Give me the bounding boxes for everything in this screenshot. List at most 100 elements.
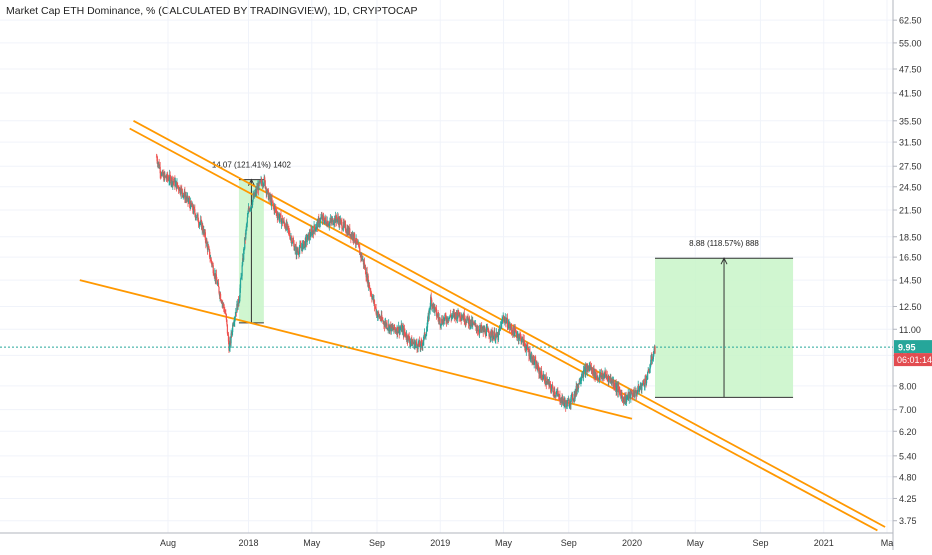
candle-body xyxy=(551,385,554,389)
candle-body xyxy=(204,232,206,240)
candle-body xyxy=(610,378,612,382)
candle-body xyxy=(382,319,384,323)
candle-body xyxy=(428,309,430,319)
candle-body xyxy=(459,312,461,318)
candle-body xyxy=(431,299,433,307)
candle-body xyxy=(187,195,189,202)
candle-body xyxy=(519,335,522,336)
candle-body xyxy=(649,365,651,369)
candle-body xyxy=(335,215,337,223)
candle-body xyxy=(560,402,562,403)
candle-body xyxy=(544,375,546,383)
candle-body xyxy=(520,340,523,342)
candle-body xyxy=(156,156,158,161)
candle-body xyxy=(563,401,565,405)
candle-body xyxy=(513,326,515,332)
candle-body xyxy=(442,318,444,325)
candle-body xyxy=(250,205,252,209)
candle-body xyxy=(297,251,299,254)
candle-body xyxy=(186,196,188,200)
candle-body xyxy=(411,342,413,346)
candle-body xyxy=(652,359,654,360)
candle-body xyxy=(184,196,186,200)
candle-body xyxy=(277,215,279,218)
candle-body xyxy=(156,160,159,165)
candle-body xyxy=(247,208,250,214)
candle-body xyxy=(416,344,418,349)
candle-body xyxy=(530,356,532,360)
candle-body xyxy=(266,189,268,193)
candle-body xyxy=(515,330,517,332)
candle-body xyxy=(555,393,557,396)
current-price-label-bg xyxy=(894,340,932,354)
candle-body xyxy=(501,321,503,329)
candle-body xyxy=(390,324,392,332)
candle-body xyxy=(230,333,232,344)
candle-body xyxy=(250,205,253,206)
candle-body xyxy=(232,324,234,333)
candle-body xyxy=(196,214,198,218)
candle-body xyxy=(163,173,165,181)
candle-body xyxy=(290,237,293,244)
candle-body xyxy=(256,187,258,193)
candle-body xyxy=(545,377,547,385)
candle-body xyxy=(269,194,271,199)
candle-body xyxy=(157,162,159,165)
candle-body xyxy=(606,375,608,378)
candle-body xyxy=(316,223,318,228)
candle-body xyxy=(558,394,560,397)
candle-body xyxy=(417,343,419,350)
candle-body xyxy=(542,378,544,380)
candle-body xyxy=(549,383,552,388)
candle-body xyxy=(356,238,358,243)
measure-label: 14.07 (121.41%) 1402 xyxy=(212,161,292,170)
candle-body xyxy=(170,176,172,184)
candle-body xyxy=(172,181,174,182)
candle-body xyxy=(552,388,554,393)
candle-body xyxy=(323,220,326,224)
candle-body xyxy=(408,336,410,341)
candle-body xyxy=(282,222,284,224)
candle-body xyxy=(449,316,451,318)
candle-body xyxy=(378,314,380,318)
candle-body xyxy=(363,262,366,268)
candle-body xyxy=(421,342,423,345)
candle-body xyxy=(581,376,583,378)
candle-body xyxy=(372,296,375,302)
candle-body xyxy=(618,385,620,390)
candle-body xyxy=(652,354,655,360)
candle-body xyxy=(318,218,320,220)
candle-body xyxy=(440,325,442,326)
candle-body xyxy=(604,372,606,376)
candle-body xyxy=(274,206,276,209)
candle-body xyxy=(608,377,610,382)
candle-body xyxy=(303,243,305,249)
candle-body xyxy=(381,315,383,320)
candle-body xyxy=(275,208,277,211)
candle-body xyxy=(309,236,312,237)
candle-body xyxy=(288,229,290,231)
candle-body xyxy=(425,331,428,336)
candle-body xyxy=(434,307,436,312)
candle-body xyxy=(209,256,211,259)
candle-body xyxy=(291,242,293,244)
candle-body xyxy=(322,215,324,218)
y-tick-label: 14.50 xyxy=(899,276,922,286)
candle-body xyxy=(436,315,438,317)
candle-body xyxy=(271,201,274,203)
candle-body xyxy=(296,248,298,255)
candle-body xyxy=(621,394,623,396)
candle-body xyxy=(626,397,628,398)
candle-body xyxy=(622,398,624,399)
candle-body xyxy=(340,220,343,222)
candle-body xyxy=(516,335,518,338)
candle-body xyxy=(306,239,308,242)
candle-body xyxy=(598,376,600,380)
candle-body xyxy=(419,341,421,347)
candle-body xyxy=(182,193,184,197)
candle-body xyxy=(414,343,417,345)
candle-body xyxy=(559,394,561,402)
candle-body xyxy=(475,323,477,327)
